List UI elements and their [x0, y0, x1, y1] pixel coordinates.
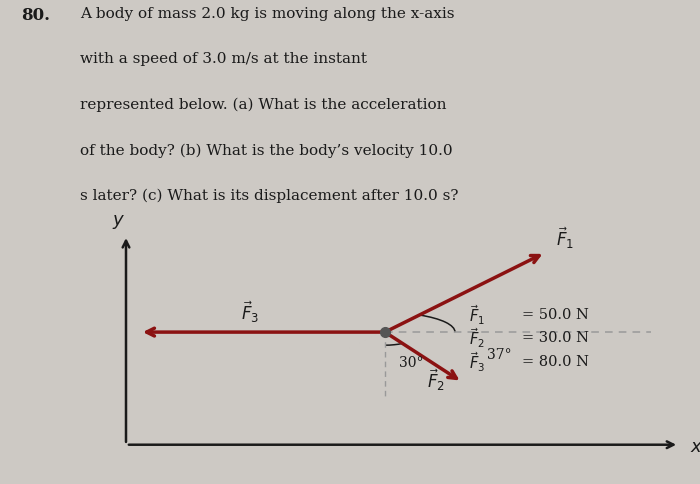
Text: = 80.0 N: = 80.0 N — [522, 354, 589, 368]
Text: represented below. (a) What is the acceleration: represented below. (a) What is the accel… — [80, 98, 447, 112]
Text: A body of mass 2.0 kg is moving along the x-axis: A body of mass 2.0 kg is moving along th… — [80, 7, 455, 21]
Text: $\vec{F}_1$: $\vec{F}_1$ — [556, 225, 574, 251]
Text: s later? (c) What is its displacement after 10.0 s?: s later? (c) What is its displacement af… — [80, 188, 459, 202]
Text: 80.: 80. — [21, 7, 50, 24]
Text: with a speed of 3.0 m/s at the instant: with a speed of 3.0 m/s at the instant — [80, 52, 368, 66]
Text: $\vec{F}_2$: $\vec{F}_2$ — [426, 367, 444, 393]
Text: $\vec{F}_3$: $\vec{F}_3$ — [241, 299, 260, 325]
Text: 37°: 37° — [486, 347, 511, 361]
Text: $y$: $y$ — [112, 212, 126, 230]
Text: $\vec{F}_2$: $\vec{F}_2$ — [469, 326, 485, 349]
Text: $\vec{F}_1$: $\vec{F}_1$ — [469, 302, 485, 326]
Text: 30°: 30° — [399, 355, 423, 369]
Text: $\vec{F}_3$: $\vec{F}_3$ — [469, 349, 485, 373]
Text: = 30.0 N: = 30.0 N — [522, 331, 589, 345]
Text: $x$: $x$ — [690, 437, 700, 455]
Text: = 50.0 N: = 50.0 N — [522, 307, 589, 321]
Text: of the body? (b) What is the body’s velocity 10.0: of the body? (b) What is the body’s velo… — [80, 143, 453, 157]
